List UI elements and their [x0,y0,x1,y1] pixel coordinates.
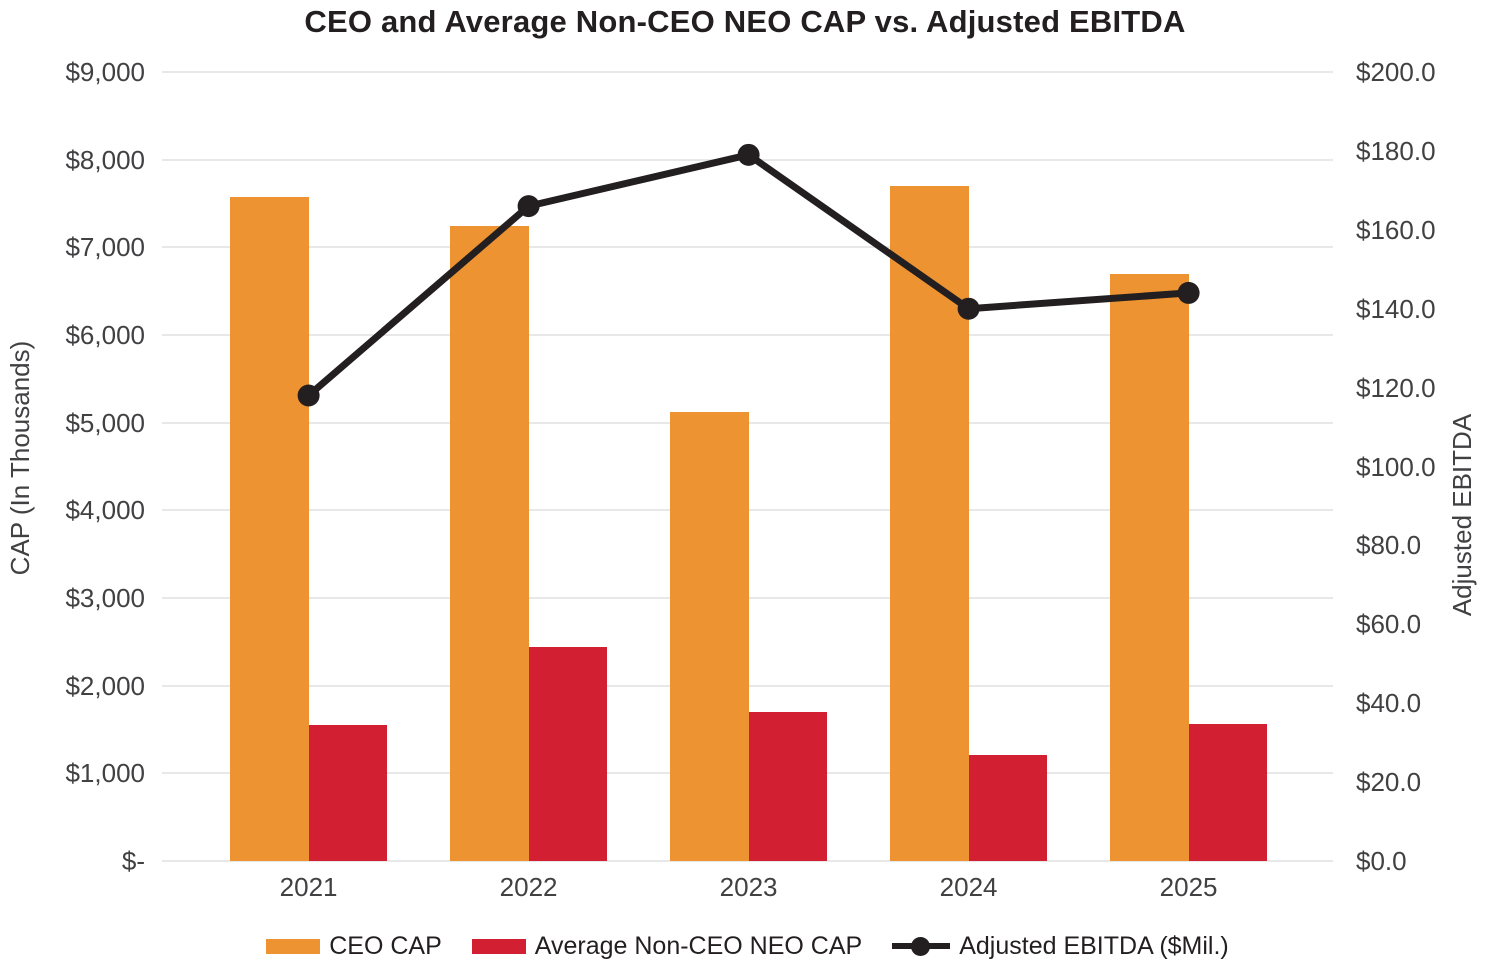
line-series-layer [297,143,1200,407]
legend-item: CEO CAP [266,932,442,961]
ceo-cap-bar-2025 [1110,273,1189,861]
legend-label: Average Non-CEO NEO CAP [534,931,863,960]
right-axis-tick-label: $60.0 [1356,609,1422,640]
ebitda-point-2024 [957,297,980,320]
right-axis-tick-label: $140.0 [1356,293,1436,324]
right-axis-tick-label: $120.0 [1356,372,1436,403]
x-axis-label-2021: 2021 [279,872,338,902]
left-axis-tick-label: $7,000 [65,232,145,263]
plot-area [162,71,1333,862]
x-axis-label-2024: 2024 [939,872,998,902]
legend-label: Adjusted EBITDA ($Mil.) [959,931,1229,960]
x-axis-label-2022: 2022 [499,872,558,902]
left-axis-tick-label: $8,000 [65,144,145,175]
right-axis-tick-label: $100.0 [1356,451,1436,482]
gridline [162,334,1333,336]
nonceo-cap-bar-2024 [968,754,1048,861]
left-axis-tick-label: $- [121,846,145,876]
ebitda-line [305,151,1193,399]
left-axis-tick-label: $9,000 [65,57,145,87]
legend-swatch-icon [266,938,321,954]
nonceo-cap-bar-2022 [528,646,608,861]
right-axis-tick-label: $180.0 [1356,135,1436,166]
ebitda-point-2022 [517,195,540,218]
gridline [162,71,1333,73]
ceo-cap-bar-2022 [450,226,529,861]
left-axis-tick-label: $6,000 [65,320,145,350]
right-axis-tick-label: $80.0 [1356,530,1422,561]
legend-label: CEO CAP [329,931,442,960]
ebitda-point-2021 [297,384,320,407]
gridline [162,860,1333,862]
left-axis-tick-label: $2,000 [65,670,145,701]
ebitda-point-2025 [1177,281,1200,304]
x-axis-label-2025: 2025 [1159,872,1218,902]
ebitda-point-2023 [737,143,760,166]
legend-line-marker-icon [892,937,951,956]
left-axis-tick-label: $5,000 [65,407,145,438]
legend-item: Average Non-CEO NEO CAP [471,931,863,961]
left-axis-tick-label: $1,000 [65,758,145,789]
right-axis-tick-label: $0.0 [1356,846,1407,876]
nonceo-cap-bar-2025 [1188,724,1268,861]
right-axis-tick-label: $160.0 [1356,214,1436,245]
legend-swatch-icon [471,938,526,954]
nonceo-cap-bar-2023 [748,711,828,861]
legend: CEO CAP Average Non-CEO NEO CAP Adjusted E… [162,930,1333,962]
right-axis-tick-label: $40.0 [1356,688,1422,719]
legend-item: Adjusted EBITDA ($Mil.) [892,932,1229,961]
nonceo-cap-bar-2021 [308,724,388,861]
gridline [162,246,1333,249]
ceo-cap-bar-2021 [230,197,309,861]
chart-title: CEO and Average Non-CEO NEO CAP vs. Adju… [304,4,1186,39]
x-axis-label-2023: 2023 [719,872,778,902]
ceo-cap-bar-2023 [670,412,749,861]
left-axis-tick-label: $3,000 [65,583,145,613]
right-axis-tick-label: $20.0 [1356,767,1422,798]
left-axis-tick-label: $4,000 [65,495,145,526]
right-axis-tick-label: $200.0 [1356,57,1436,87]
